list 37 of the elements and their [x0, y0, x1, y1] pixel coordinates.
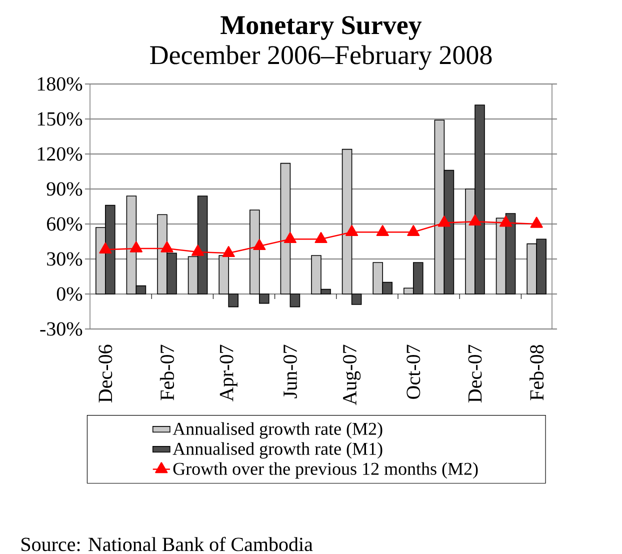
point	[130, 241, 142, 252]
point	[160, 241, 174, 252]
point	[284, 232, 296, 244]
point	[530, 216, 543, 228]
x-tick-label: Aug-07	[342, 344, 361, 406]
legend-label: Annualised growth rate (M1)	[172, 442, 382, 459]
point	[192, 244, 204, 256]
source-note: Source: National Bank of Cambodia	[22, 536, 313, 552]
y-tick-label: 60%	[47, 217, 82, 231]
point	[500, 216, 512, 227]
x-tick-label: Feb-08	[530, 344, 544, 400]
point	[346, 225, 358, 236]
point	[407, 225, 420, 236]
point	[376, 225, 389, 236]
y-tick-label: 30%	[47, 252, 82, 266]
legend-label: Growth over the previous 12 months (M2)	[173, 462, 478, 479]
x-tick-label: Feb-07	[160, 344, 174, 400]
x-tick-label: Dec-07	[468, 344, 482, 402]
x-tick-label: Apr-07	[220, 344, 238, 402]
chart-title: Monetary Survey	[220, 16, 422, 40]
point	[438, 216, 450, 227]
legend-label: Annualised growth rate (M2)	[172, 422, 382, 439]
x-tick-label: Dec-06	[98, 344, 112, 402]
y-tick-label: -30%	[40, 322, 82, 336]
x-tick-label: Jun-07	[283, 344, 297, 398]
y-tick-label: 90%	[46, 182, 82, 196]
y-tick-label: 150%	[38, 112, 82, 126]
point	[314, 232, 328, 244]
x-tick-label: Oct-07	[406, 344, 420, 399]
point	[222, 246, 235, 258]
y-tick-label: 0%	[56, 287, 82, 301]
point	[99, 242, 112, 254]
y-tick-label: 180%	[38, 77, 82, 91]
point	[253, 239, 266, 250]
y-tick-label: 120%	[38, 147, 82, 161]
chart-subtitle: December 2006–February 2008	[150, 45, 492, 70]
point	[468, 214, 482, 226]
